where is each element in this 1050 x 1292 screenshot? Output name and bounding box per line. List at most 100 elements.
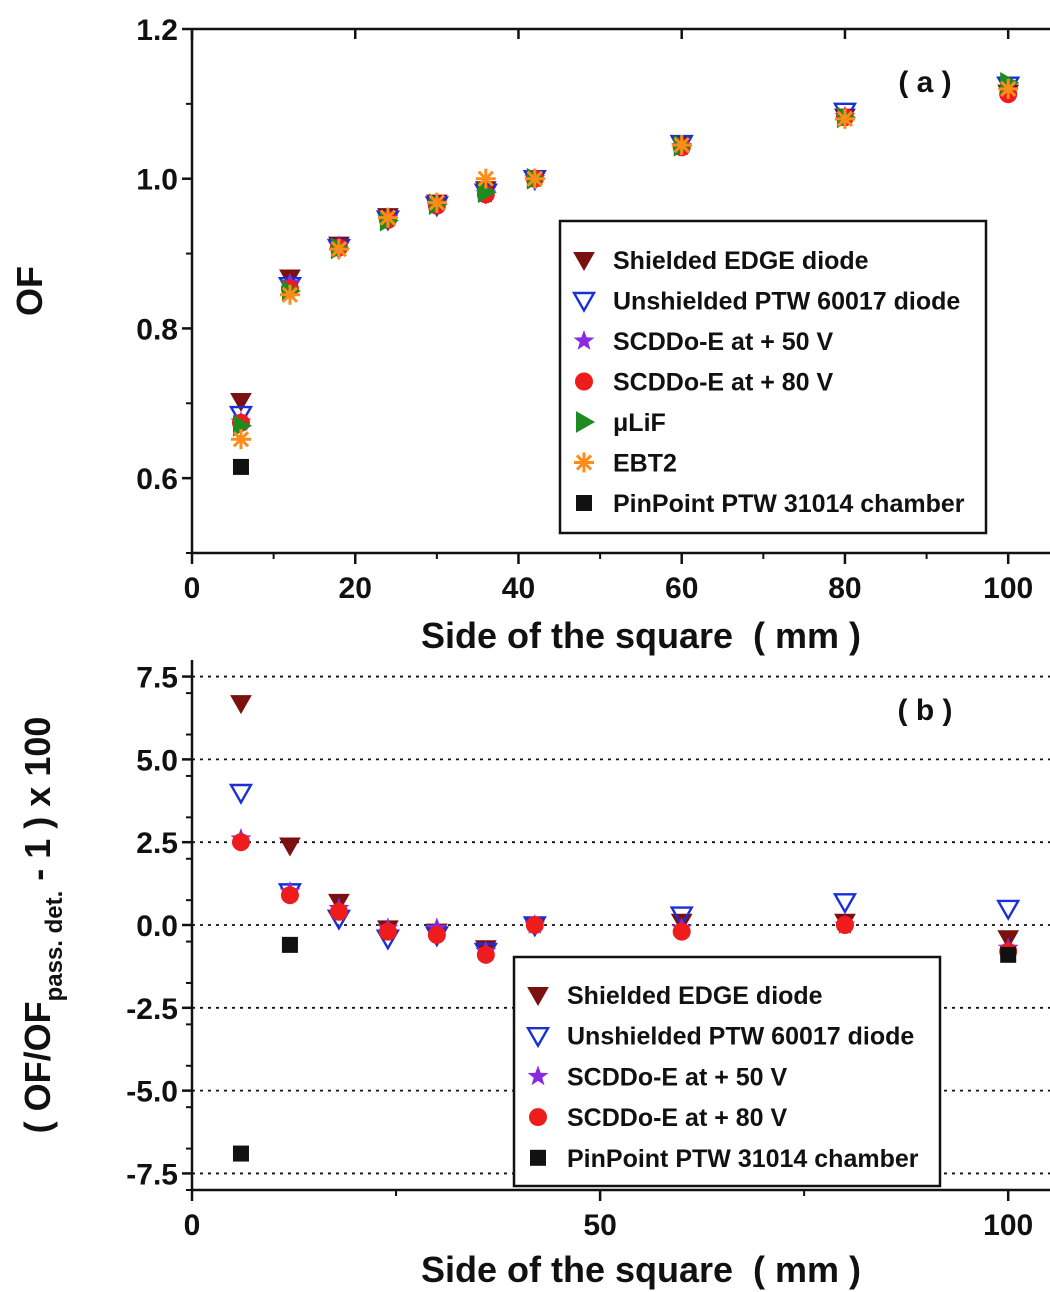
data-point [996,899,1021,921]
data-point [378,922,397,941]
legend-marker [576,411,596,433]
x-tick-label: 80 [828,572,861,605]
data-point [671,135,692,156]
asterisk-stroke [281,286,299,303]
series-3 [231,833,1018,964]
x-tick-label: 50 [583,1209,616,1242]
y-tick-label: 1.2 [136,14,178,47]
asterisk-stroke [1000,80,1017,98]
data-point [279,284,300,305]
data-point [230,393,252,413]
series-6 [232,458,249,475]
series-5 [230,78,1019,450]
asterisk-stroke [330,240,348,258]
x-tick-label: 20 [339,572,372,605]
panel-label: ( a ) [898,66,951,99]
x-tick-label: 100 [983,1209,1033,1242]
data-point [832,893,858,915]
legend-marker [527,1065,549,1086]
asterisk-stroke [232,431,250,448]
x-tick-label: 60 [665,572,698,605]
data-point [281,936,298,953]
x-axis-title: Side of the square ( mm ) [421,1249,861,1290]
series-4 [232,936,1017,1162]
legend-box [512,955,942,1188]
y-axis-title-main: ( OF/OF [17,1001,58,1133]
data-point [279,837,301,857]
legend-label: SCDDo-E at + 50 V [567,1063,788,1091]
data-point [230,429,251,450]
data-point [1000,946,1017,963]
y-tick-label: 0.6 [136,463,178,496]
data-point [328,239,349,260]
data-point [835,916,854,934]
data-point [672,922,691,941]
data-point [232,458,249,475]
y-tick-label: 0.0 [136,910,178,943]
legend-marker [571,291,597,313]
data-point [280,886,299,905]
legend-label: PinPoint PTW 31014 chamber [567,1145,919,1173]
legend-label: SCDDo-E at + 50 V [613,328,834,356]
data-point [230,695,252,715]
legend-label: Shielded EDGE diode [567,982,823,1010]
y-tick-label: 5.0 [136,744,178,777]
asterisk-stroke [575,454,593,471]
legend-label: μLiF [613,409,666,437]
legend-label: Shielded EDGE diode [613,247,869,275]
legend-marker [574,452,594,473]
data-point [231,833,250,852]
legend-marker [573,330,595,350]
y-tick-label: 2.5 [136,827,178,860]
y-tick-label: 7.5 [136,662,178,695]
data-point [476,945,495,964]
legend-marker [529,1108,547,1127]
legend-marker [576,495,592,511]
legend: Shielded EDGE diode Unshielded PTW 60017 … [558,219,988,535]
legend-label: SCDDo-E at + 80 V [567,1104,788,1132]
legend-label: EBT2 [613,450,677,478]
panel-a: 0.6 0.8 1.0 1.2 0 20 40 60 80 100 Side of the squa… [9,14,1050,656]
legend-marker [530,1149,546,1166]
legend-label: Unshielded PTW 60017 diode [567,1023,914,1051]
asterisk-stroke [428,194,445,211]
legend-label: SCDDo-E at + 80 V [613,369,834,397]
series-0 [230,695,1020,960]
series-1 [228,783,1021,964]
y-axis-title-subscript: pass. det. [41,891,68,1002]
asterisk-stroke [379,209,397,226]
y-axis-title-rest: - 1 ) x 100 [17,717,58,891]
data-point [232,1145,249,1162]
y-axis-title: OF [9,266,50,316]
legend-marker [573,252,595,272]
data-point [669,906,694,928]
legend: Shielded EDGE diode Unshielded PTW 60017 … [512,955,942,1188]
legend-label: Unshielded PTW 60017 diode [613,288,960,316]
data-point [525,916,544,934]
data-point [998,78,1019,99]
x-tick-label: 0 [184,1209,201,1242]
data-point [834,108,855,129]
data-point [427,925,446,944]
asterisk-stroke [477,170,494,187]
data-point [426,192,447,213]
x-tick-label: 100 [983,572,1033,605]
y-axis-title: ( OF/OFpass. det. - 1 ) x 100 [17,717,68,1134]
legend-marker [525,1026,551,1049]
y-tick-label: 0.8 [136,313,178,346]
data-point [329,902,348,921]
legend-box [558,219,988,535]
y-tick-label: -7.5 [126,1158,178,1191]
data-point [377,207,398,228]
x-tick-label: 0 [184,572,201,605]
x-tick-label: 40 [502,572,535,605]
asterisk-stroke [836,110,854,127]
y-tick-label: 1.0 [136,164,178,197]
panel-label: ( b ) [898,694,953,727]
asterisk-stroke [526,170,543,187]
asterisk-stroke [673,136,690,154]
legend-label: PinPoint PTW 31014 chamber [613,490,965,518]
data-point [228,783,254,805]
x-axis-title: Side of the square ( mm ) [421,615,861,656]
